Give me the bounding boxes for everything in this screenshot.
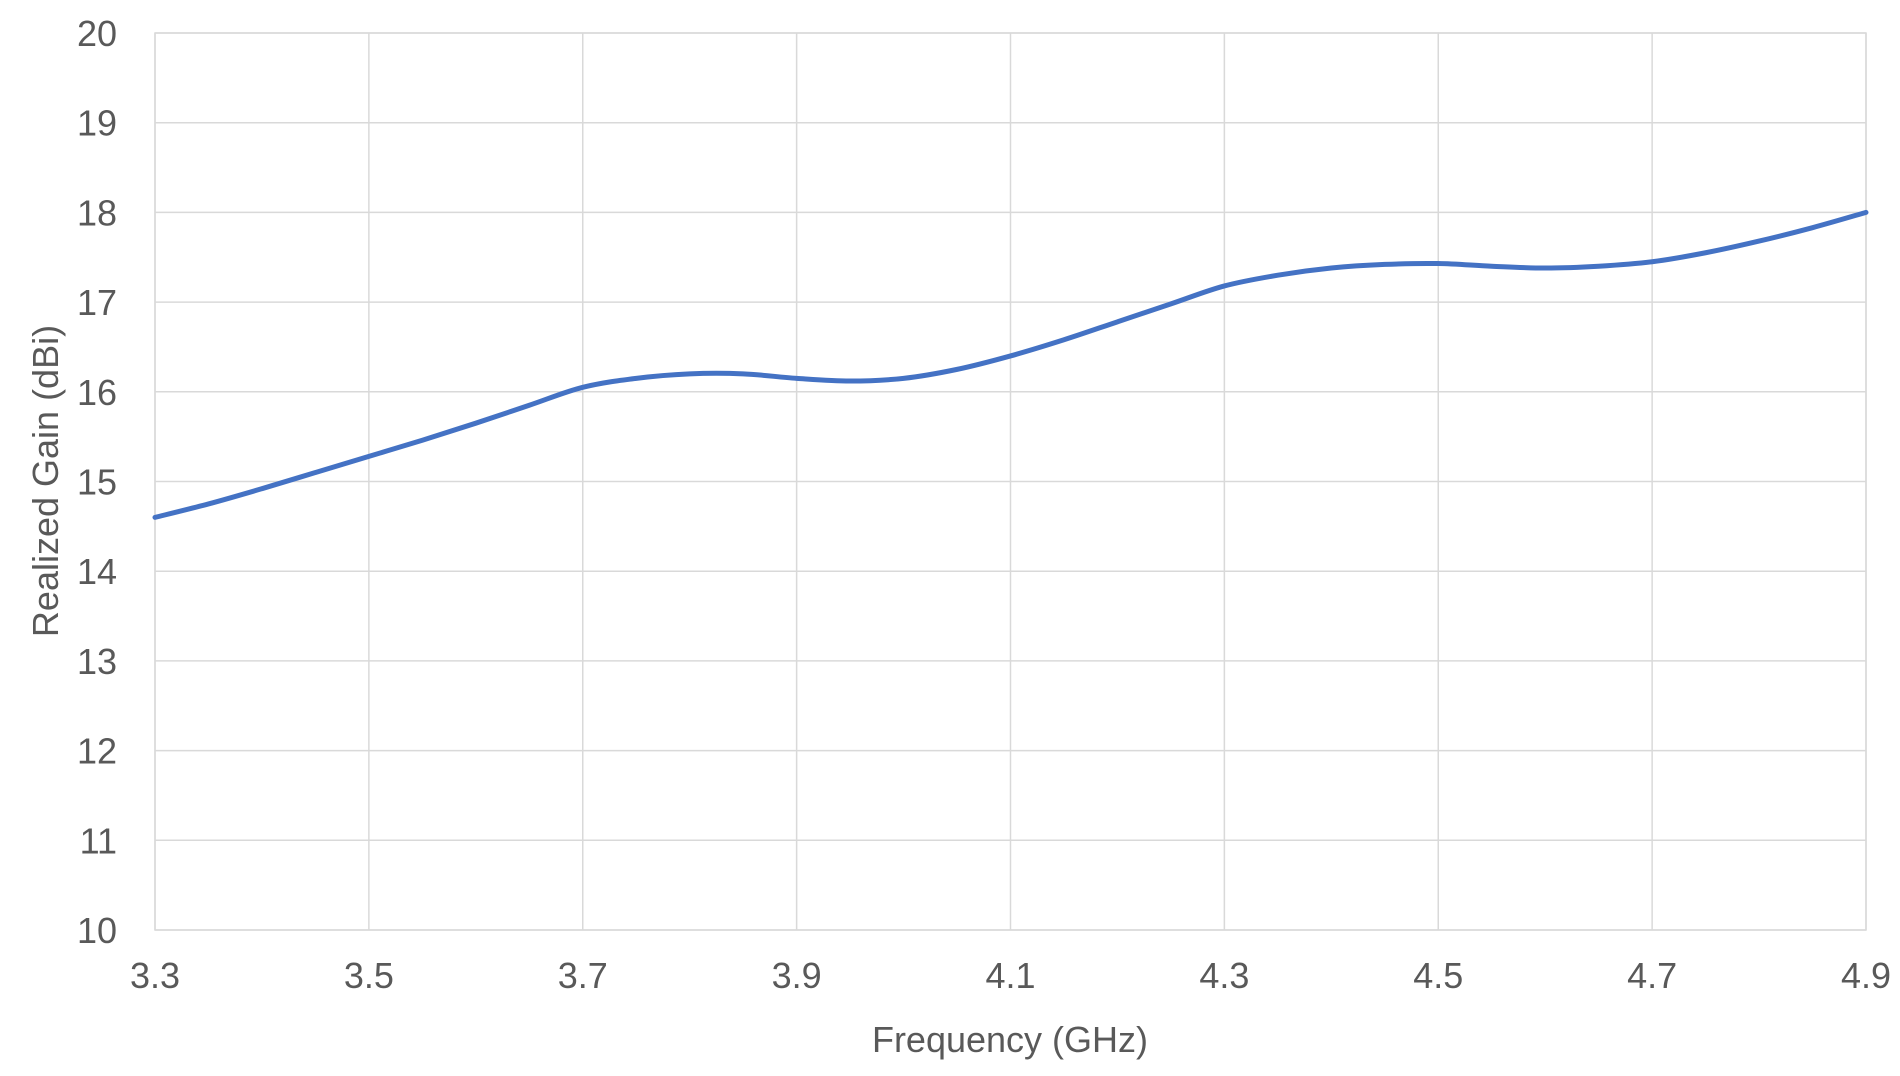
y-tick-label: 11 — [80, 820, 117, 861]
x-tick-label: 3.5 — [344, 955, 394, 996]
x-tick-label: 4.5 — [1413, 955, 1463, 996]
x-tick-label: 4.7 — [1627, 955, 1677, 996]
y-axis-title: Realized Gain (dBi) — [25, 325, 66, 637]
y-tick-label: 16 — [77, 372, 117, 413]
x-tick-label: 4.3 — [1199, 955, 1249, 996]
y-tick-label: 12 — [77, 731, 117, 772]
x-axis-title: Frequency (GHz) — [872, 1019, 1148, 1060]
series-line-0 — [152, 209, 1869, 520]
y-axis-ticks: 10 11 12 13 14 15 16 17 18 19 20 — [77, 13, 117, 951]
y-tick-label: 19 — [77, 103, 117, 144]
series-layer — [152, 209, 1869, 520]
grid — [154, 32, 1867, 931]
x-tick-label: 3.3 — [130, 955, 180, 996]
x-tick-label: 3.7 — [558, 955, 608, 996]
y-tick-label: 20 — [77, 13, 117, 54]
y-tick-label: 17 — [77, 282, 117, 323]
y-tick-label: 10 — [77, 910, 117, 951]
y-tick-label: 18 — [77, 192, 117, 233]
x-tick-label: 3.9 — [772, 955, 822, 996]
y-tick-label: 13 — [77, 641, 117, 682]
x-tick-label: 4.1 — [985, 955, 1035, 996]
x-tick-label: 4.9 — [1841, 955, 1891, 996]
y-tick-label: 14 — [77, 551, 117, 592]
x-axis-ticks: 3.3 3.5 3.7 3.9 4.1 4.3 4.5 4.7 4.9 — [130, 955, 1891, 996]
plot-area — [154, 32, 1867, 931]
y-tick-label: 15 — [77, 462, 117, 503]
